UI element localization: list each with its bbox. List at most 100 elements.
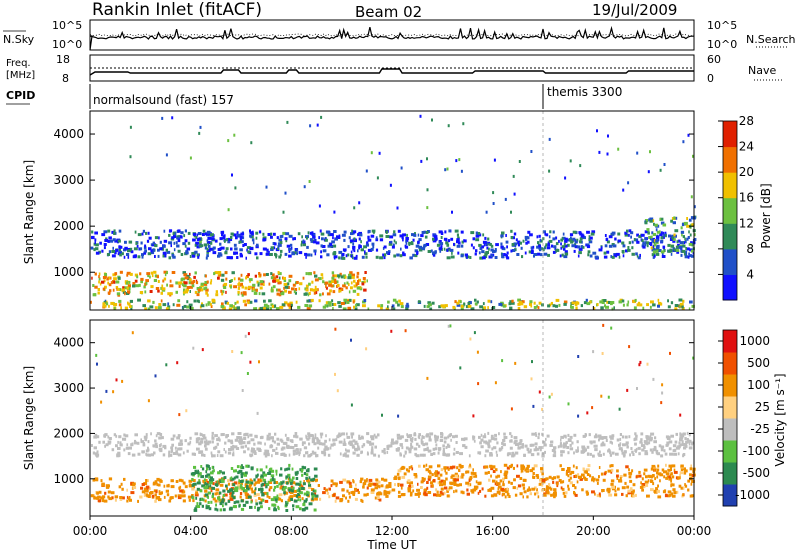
echo-cell bbox=[200, 472, 202, 476]
echo-cell bbox=[209, 302, 212, 306]
echo-cell bbox=[238, 240, 242, 244]
echo-cell bbox=[566, 243, 570, 247]
echo-cell bbox=[661, 391, 664, 395]
echo-cell bbox=[521, 255, 524, 259]
echo-cell bbox=[367, 307, 370, 311]
echo-cell bbox=[255, 502, 258, 506]
echo-cell bbox=[204, 281, 209, 284]
echo-cell bbox=[400, 466, 403, 470]
echo-cell bbox=[600, 306, 604, 310]
echo-cell bbox=[667, 299, 669, 303]
echo-cell bbox=[651, 248, 654, 252]
echo-cell bbox=[165, 363, 168, 367]
echo-cell bbox=[259, 487, 264, 491]
echo-cell bbox=[680, 468, 683, 471]
echo-cell bbox=[95, 353, 98, 357]
echo-cell bbox=[650, 235, 653, 239]
echo-cell bbox=[166, 493, 170, 497]
echo-cell bbox=[98, 277, 101, 281]
echo-cell bbox=[269, 486, 273, 490]
echo-cell bbox=[627, 300, 630, 304]
echo-cell bbox=[274, 304, 277, 308]
echo-cell bbox=[426, 157, 428, 161]
echo-cell bbox=[101, 495, 106, 499]
echo-cell bbox=[605, 238, 609, 242]
echo-cell bbox=[353, 206, 356, 210]
echo-cell bbox=[570, 240, 574, 244]
echo-cell bbox=[263, 473, 267, 477]
echo-cell bbox=[654, 436, 657, 440]
echo-cell bbox=[126, 443, 129, 447]
echo-cell bbox=[673, 216, 676, 220]
echo-cell bbox=[606, 152, 609, 156]
echo-cell bbox=[358, 434, 361, 438]
echo-cell bbox=[512, 174, 515, 178]
echo-cell bbox=[459, 366, 462, 370]
echo-cell bbox=[535, 432, 537, 436]
echo-cell bbox=[682, 493, 685, 497]
echo-cell bbox=[646, 241, 650, 245]
echo-cell bbox=[161, 284, 164, 288]
echo-cell bbox=[264, 454, 268, 458]
echo-cell bbox=[460, 490, 464, 494]
echo-cell bbox=[177, 238, 180, 242]
echo-cell bbox=[520, 302, 524, 306]
echo-cell bbox=[330, 443, 334, 447]
echo-cell bbox=[690, 216, 694, 220]
echo-cell bbox=[137, 499, 139, 503]
echo-cell bbox=[283, 453, 287, 457]
echo-cell bbox=[431, 484, 434, 488]
echo-cell bbox=[512, 486, 516, 490]
echo-cell bbox=[212, 492, 214, 496]
echo-cell bbox=[607, 395, 610, 399]
echo-cell bbox=[211, 465, 214, 469]
echo-cell bbox=[443, 247, 446, 251]
echo-cell bbox=[194, 250, 198, 254]
echo-cell bbox=[294, 291, 297, 295]
echo-cell bbox=[670, 244, 675, 248]
echo-cell bbox=[178, 284, 181, 288]
echo-cell bbox=[263, 273, 266, 277]
echo-cell bbox=[247, 332, 250, 336]
echo-cell bbox=[221, 302, 224, 306]
echo-cell bbox=[433, 251, 437, 255]
echo-cell bbox=[497, 487, 500, 491]
echo-cell bbox=[450, 255, 455, 259]
echo-cell bbox=[268, 488, 271, 492]
echo-cell bbox=[458, 158, 461, 162]
echo-cell bbox=[613, 306, 615, 310]
echo-cell bbox=[673, 470, 678, 474]
echo-cell bbox=[456, 240, 460, 244]
echo-cell bbox=[461, 473, 465, 477]
echo-cell bbox=[496, 490, 501, 494]
echo-cell bbox=[293, 237, 296, 241]
echo-cell bbox=[170, 292, 173, 296]
echo-cell bbox=[515, 238, 518, 242]
echo-cell bbox=[148, 247, 152, 251]
echo-cell bbox=[271, 478, 275, 482]
echo-cell bbox=[126, 281, 129, 285]
echo-cell bbox=[544, 232, 546, 236]
echo-cell bbox=[619, 437, 622, 441]
echo-cell bbox=[606, 487, 611, 491]
echo-cell bbox=[351, 273, 355, 277]
echo-cell bbox=[356, 292, 360, 296]
echo-cell bbox=[164, 273, 167, 277]
echo-cell bbox=[602, 436, 606, 440]
echo-cell bbox=[418, 436, 421, 440]
echo-cell bbox=[604, 304, 606, 308]
echo-cell bbox=[567, 402, 570, 406]
echo-cell bbox=[211, 453, 213, 457]
echo-cell bbox=[626, 485, 630, 489]
echo-cell bbox=[285, 500, 287, 504]
echo-cell bbox=[211, 495, 214, 499]
echo-cell bbox=[273, 440, 276, 444]
echo-cell bbox=[270, 235, 273, 239]
echo-cell bbox=[205, 274, 207, 278]
echo-cell bbox=[161, 116, 164, 120]
echo-cell bbox=[547, 253, 550, 257]
echo-cell bbox=[344, 275, 347, 279]
echo-cell bbox=[288, 305, 292, 309]
echo-cell bbox=[555, 236, 558, 240]
echo-cell bbox=[406, 302, 409, 306]
